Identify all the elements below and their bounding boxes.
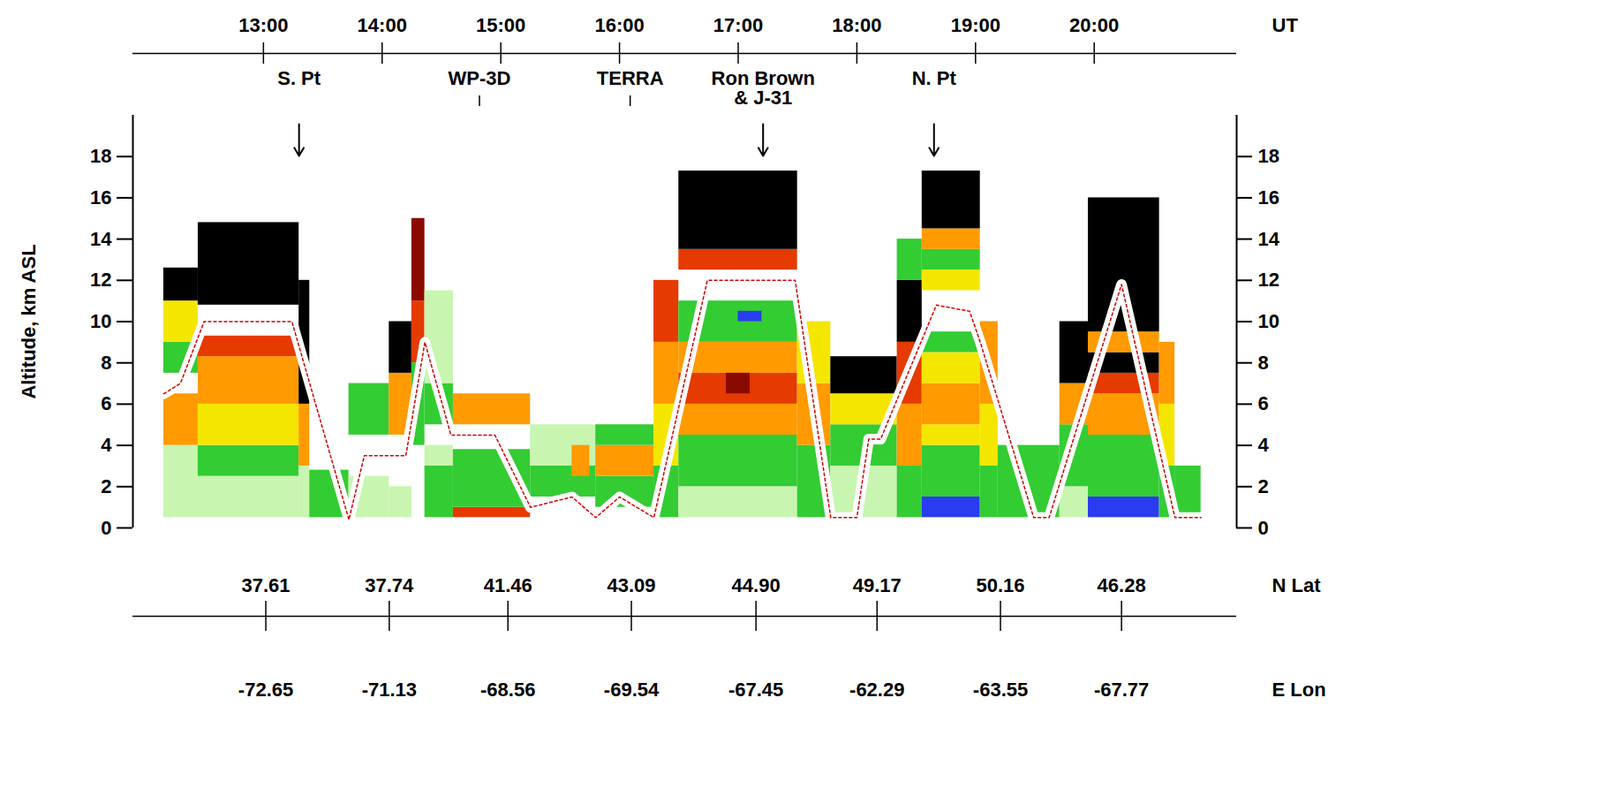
- svg-text:-63.55: -63.55: [973, 678, 1028, 701]
- svg-text:44.90: 44.90: [732, 573, 781, 597]
- svg-text:-71.13: -71.13: [362, 678, 417, 701]
- svg-text:12: 12: [1258, 268, 1280, 291]
- svg-text:14:00: 14:00: [357, 14, 408, 37]
- svg-text:18:00: 18:00: [831, 14, 882, 37]
- svg-text:-72.65: -72.65: [238, 678, 294, 701]
- svg-text:-67.45: -67.45: [728, 678, 784, 701]
- svg-text:4: 4: [100, 433, 113, 456]
- svg-text:-62.29: -62.29: [849, 678, 905, 701]
- svg-text:16:00: 16:00: [594, 14, 644, 37]
- svg-text:13:00: 13:00: [238, 14, 288, 37]
- svg-text:6: 6: [100, 392, 112, 415]
- svg-text:41.46: 41.46: [483, 573, 533, 597]
- svg-text:Ron Brown& J-31: Ron Brown& J-31: [711, 67, 816, 109]
- svg-text:WP-3D: WP-3D: [448, 67, 512, 90]
- svg-text:2: 2: [100, 475, 112, 498]
- svg-text:4: 4: [1258, 433, 1270, 456]
- svg-text:0: 0: [1258, 516, 1269, 539]
- svg-text:-67.77: -67.77: [1094, 678, 1149, 701]
- svg-text:46.28: 46.28: [1097, 573, 1147, 597]
- svg-text:10: 10: [1258, 309, 1280, 333]
- svg-text:S. Pt: S. Pt: [277, 67, 322, 90]
- svg-text:12: 12: [90, 268, 112, 291]
- svg-text:20:00: 20:00: [1069, 14, 1119, 37]
- svg-text:-68.56: -68.56: [480, 678, 536, 701]
- svg-text:50.16: 50.16: [975, 573, 1025, 597]
- svg-text:18: 18: [90, 144, 112, 167]
- svg-text:TERRA: TERRA: [596, 67, 665, 90]
- svg-text:15:00: 15:00: [475, 14, 526, 37]
- svg-text:N. Pt: N. Pt: [912, 67, 958, 90]
- svg-text:16: 16: [90, 186, 112, 209]
- svg-text:37.61: 37.61: [241, 573, 291, 597]
- svg-text:N Lat: N Lat: [1272, 573, 1322, 597]
- svg-text:18: 18: [1258, 144, 1280, 167]
- svg-text:0: 0: [100, 516, 112, 539]
- svg-text:E Lon: E Lon: [1272, 678, 1327, 701]
- svg-text:2: 2: [1258, 475, 1269, 498]
- svg-text:37.74: 37.74: [364, 573, 415, 597]
- svg-text:8: 8: [1258, 351, 1269, 374]
- svg-text:-69.54: -69.54: [603, 678, 660, 701]
- svg-text:19:00: 19:00: [950, 14, 1001, 37]
- svg-text:Altitude, km ASL: Altitude, km ASL: [17, 243, 40, 399]
- svg-text:43.09: 43.09: [606, 573, 656, 597]
- svg-text:17:00: 17:00: [713, 14, 763, 37]
- svg-text:14: 14: [1258, 227, 1281, 250]
- svg-text:10: 10: [90, 309, 112, 333]
- svg-text:49.17: 49.17: [852, 573, 902, 597]
- svg-text:UT: UT: [1272, 14, 1299, 37]
- svg-text:14: 14: [90, 227, 113, 250]
- svg-text:16: 16: [1258, 186, 1280, 209]
- svg-text:8: 8: [100, 351, 112, 374]
- svg-text:6: 6: [1258, 392, 1269, 415]
